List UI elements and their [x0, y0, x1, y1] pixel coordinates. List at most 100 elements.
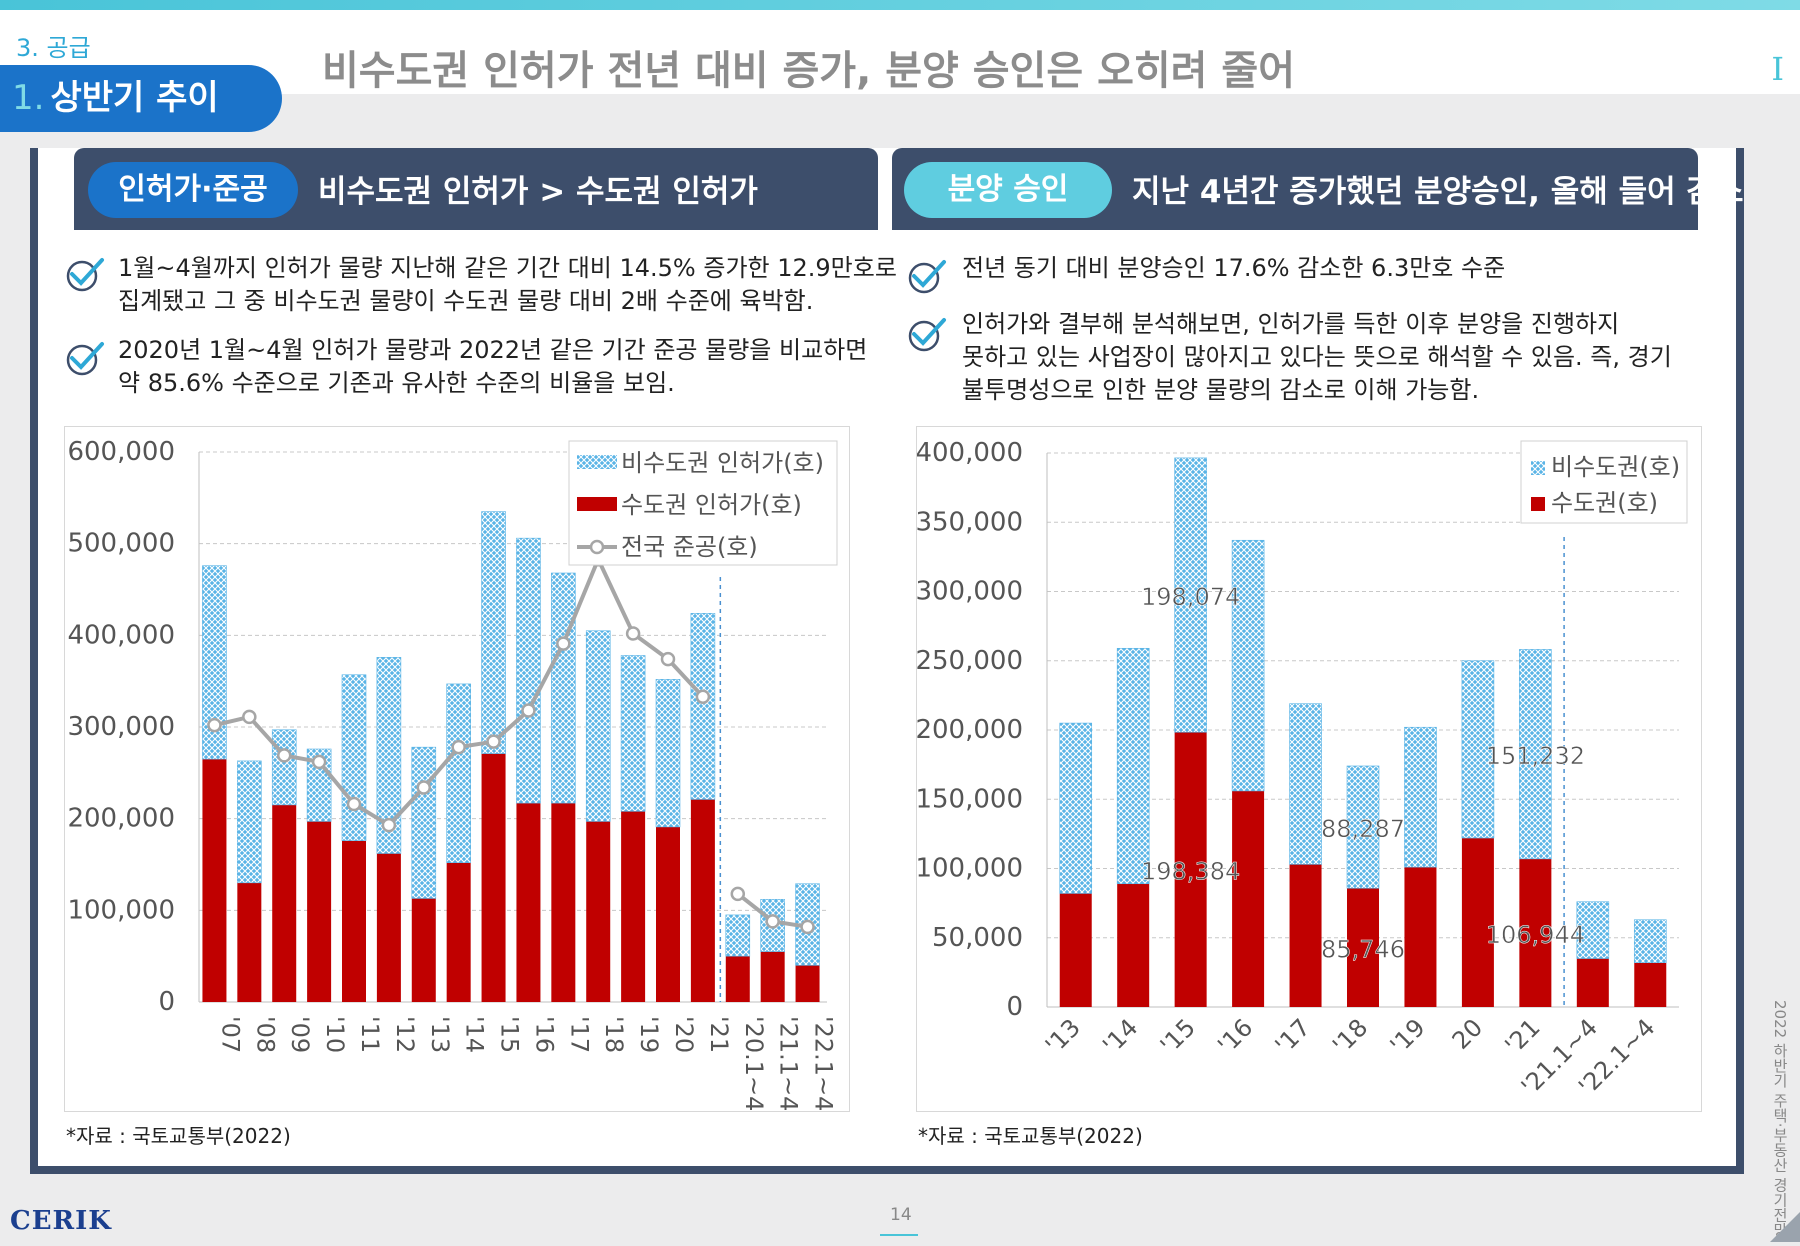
y-tick-label: 300,000	[67, 712, 175, 742]
legend-marker-completion	[589, 539, 605, 555]
page-number-underline	[880, 1234, 918, 1236]
data-label: 198,074	[1141, 583, 1240, 611]
noncapital-approval-bar	[1116, 647, 1150, 885]
x-tick-label: '18	[600, 1016, 628, 1053]
noncapital-permit-bar	[516, 537, 541, 804]
capital-permit-bar	[725, 956, 750, 1002]
noncapital-permit-bar	[690, 613, 716, 800]
completion-point	[730, 886, 746, 902]
legend-label-noncapital: 비수도권 인허가(호)	[621, 449, 824, 477]
capital-permit-bar	[272, 804, 297, 1002]
y-tick-label: 350,000	[917, 507, 1023, 537]
capital-approval-bar	[1576, 958, 1609, 1007]
x-tick-label: '19	[1385, 1013, 1431, 1059]
section-label: 3. 공급	[16, 34, 91, 62]
section-number: 1.	[12, 78, 45, 118]
permit-completion-chart: 0 100,000 200,000 300,000 400,000 500,000 600,…	[67, 437, 837, 1111]
capital-approval-bar	[1174, 732, 1207, 1007]
header-divider	[880, 158, 890, 230]
y-tick-label: 0	[158, 987, 175, 1017]
x-tick-label: '14	[1097, 1013, 1143, 1059]
capital-approval-bar	[1634, 962, 1667, 1007]
noncapital-permit-bar	[620, 655, 646, 812]
x-tick-label: '14	[461, 1016, 489, 1053]
legend-swatch-capital	[1531, 497, 1545, 511]
x-tick-label: '17	[565, 1016, 593, 1053]
noncapital-permit-bar	[551, 572, 576, 804]
section-title-pill: 1. 상반기 추이	[0, 65, 282, 132]
legend-label-capital: 수도권(호)	[1551, 489, 1658, 517]
right-bullet-1-line-1: 전년 동기 대비 분양승인 17.6% 감소한 6.3만호 수준	[962, 254, 1506, 282]
x-tick-label: '16	[1212, 1013, 1258, 1059]
page-number: 14	[890, 1205, 912, 1225]
capital-permit-bar	[202, 759, 227, 1002]
noncapital-approval-bar	[1576, 901, 1610, 959]
noncapital-permit-bar	[411, 746, 437, 899]
report-title-vertical: 2022 하반기 주택·부동산 경기전망	[1771, 1000, 1789, 1238]
completion-point	[207, 717, 222, 733]
x-tick-label: '15	[496, 1016, 524, 1053]
right-bullet-2: 인허가와 결부해 분석해보면, 인허가를 득한 이후 분양을 진행하지 못하고 …	[962, 308, 1672, 407]
capital-approval-bar	[1232, 790, 1265, 1007]
capital-approval-bar	[1059, 893, 1092, 1007]
left-bullet-1-line-2: 집계됐고 그 중 비수도권 물량이 수도권 물량 대비 2배 수준에 육박함.	[118, 287, 814, 315]
left-panel-header: 인허가·준공 비수도권 인허가 > 수도권 인허가	[74, 148, 878, 230]
legend-box	[1520, 440, 1688, 524]
check-icon	[66, 342, 104, 376]
completion-point	[660, 651, 676, 667]
right-bullet-2-line-1: 인허가와 결부해 분석해보면, 인허가를 득한 이후 분양을 진행하지	[962, 310, 1620, 338]
y-tick-label: 600,000	[67, 437, 175, 467]
check-icon	[908, 318, 946, 352]
completion-point	[556, 636, 571, 651]
y-tick-label: 0	[1006, 992, 1023, 1022]
y-tick-label: 300,000	[917, 577, 1023, 607]
noncapital-approval-bar	[1404, 726, 1437, 868]
legend-swatch-noncapital	[1531, 461, 1545, 475]
noncapital-permit-bar	[237, 760, 262, 884]
noncapital-approval-bar	[1633, 919, 1667, 963]
completion-point	[242, 709, 257, 725]
completion-point	[625, 626, 641, 641]
right-source-note: *자료 : 국토교통부(2022)	[918, 1124, 1143, 1148]
capital-permit-bar	[411, 898, 436, 1002]
noncapital-permit-bar	[481, 511, 506, 754]
check-icon	[66, 258, 104, 292]
right-bullet-2-line-3: 불투명성으로 인한 분양 물량의 감소로 이해 가능함.	[962, 376, 1480, 404]
noncapital-approval-bar	[1461, 660, 1495, 839]
chapter-mark: I	[1771, 50, 1784, 88]
left-bullet-2-line-1: 2020년 1월~4월 인허가 물량과 2022년 같은 기간 준공 물량을 비…	[118, 336, 868, 364]
x-tick-label: '19	[635, 1016, 663, 1053]
noncapital-permit-bar	[655, 679, 681, 828]
capital-approval-bar	[1117, 883, 1150, 1007]
page-title: 비수도권 인허가 전년 대비 증가, 분양 승인은 오히려 줄어	[322, 48, 1296, 94]
capital-permit-bar	[307, 821, 332, 1002]
noncapital-permit-bar	[341, 674, 367, 841]
capital-approval-bar	[1404, 867, 1437, 1007]
left-source-note: *자료 : 국토교통부(2022)	[66, 1124, 291, 1148]
completion-point	[276, 748, 292, 763]
noncapital-approval-bar	[1231, 539, 1265, 792]
capital-approval-bar	[1461, 838, 1494, 1007]
x-tick-label: '12	[391, 1016, 419, 1053]
data-label: 151,232	[1486, 742, 1585, 770]
x-tick-label: '20	[670, 1016, 698, 1053]
y-tick-label: 50,000	[932, 923, 1023, 953]
capital-permit-bar	[446, 862, 471, 1002]
capital-approval-bar	[1519, 858, 1552, 1007]
completion-point	[800, 919, 815, 935]
right-headline: 지난 4년간 증가했던 분양승인, 올해 들어 감소	[1132, 174, 1744, 210]
capital-permit-bar	[551, 803, 576, 1002]
noncapital-approval-bar	[1174, 457, 1207, 733]
top-accent-bar	[0, 0, 1800, 10]
x-tick-label: '13	[1040, 1013, 1086, 1059]
x-tick-label: '09	[286, 1016, 314, 1053]
permit-chart-box: 0 100,000 200,000 300,000 400,000 500,000 600,…	[64, 426, 850, 1112]
x-tick-label: '17	[1270, 1013, 1316, 1059]
capital-permit-bar	[656, 826, 680, 1002]
completion-point	[521, 703, 536, 718]
noncapital-permit-bar	[446, 683, 471, 863]
check-icon	[908, 260, 946, 294]
permit-tag: 인허가·준공	[88, 162, 298, 218]
x-tick-label: '08	[251, 1016, 279, 1053]
capital-permit-bar	[237, 882, 262, 1002]
